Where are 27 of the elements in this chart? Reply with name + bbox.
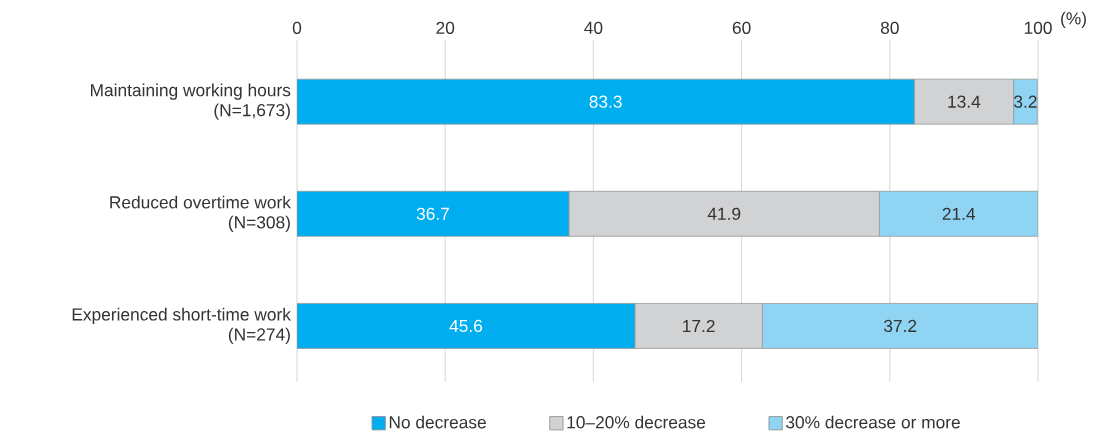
legend-label: No decrease: [389, 415, 486, 429]
x-axis-title: (%): [1061, 11, 1086, 28]
x-tick-label: 40: [584, 21, 603, 34]
y-tick-label: Reduced overtime work (N=308): [110, 195, 291, 232]
bar: [297, 190, 570, 237]
legend-label: 30% decrease or more: [786, 415, 960, 429]
x-tick-label: 100: [1024, 21, 1052, 34]
y-tick-label: Experienced short-time work (N=274): [72, 307, 291, 345]
x-tick-label: 0: [292, 21, 302, 34]
data-label: 21.4: [942, 207, 976, 220]
data-label: 36.7: [416, 207, 449, 220]
data-label: 13.4: [948, 95, 981, 108]
data-label: 45.6: [449, 319, 483, 333]
data-label: 17.2: [683, 319, 715, 332]
legend-label: 10–20% decrease: [567, 415, 706, 429]
bar: [297, 303, 636, 349]
data-label: 3.2: [1014, 95, 1037, 108]
bar: [761, 303, 1039, 349]
data-label: 37.2: [883, 319, 917, 333]
data-label: 83.3: [589, 95, 622, 108]
x-tick-label: 60: [732, 21, 751, 34]
bar: [879, 190, 1039, 237]
data-label: 41.9: [707, 207, 741, 220]
x-tick-label: 80: [880, 21, 899, 34]
x-tick-label: 20: [436, 21, 455, 34]
bar: [297, 78, 915, 125]
y-tick-label: Maintaining working hours (N=1,673): [91, 83, 291, 120]
